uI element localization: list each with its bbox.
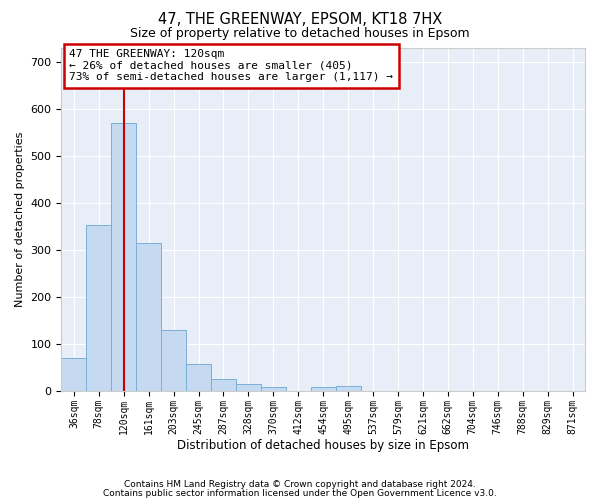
Bar [136,243,161,391]
Text: Contains public sector information licensed under the Open Government Licence v3: Contains public sector information licen… [103,488,497,498]
Text: Size of property relative to detached houses in Epsom: Size of property relative to detached ho… [130,28,470,40]
Bar [236,384,261,391]
X-axis label: Distribution of detached houses by size in Epsom: Distribution of detached houses by size … [177,440,469,452]
Bar [61,358,86,391]
Bar [161,330,186,391]
Bar [335,386,361,391]
Bar [211,380,236,391]
Text: Contains HM Land Registry data © Crown copyright and database right 2024.: Contains HM Land Registry data © Crown c… [124,480,476,489]
Text: 47 THE GREENWAY: 120sqm
← 26% of detached houses are smaller (405)
73% of semi-d: 47 THE GREENWAY: 120sqm ← 26% of detache… [69,49,393,82]
Text: 47, THE GREENWAY, EPSOM, KT18 7HX: 47, THE GREENWAY, EPSOM, KT18 7HX [158,12,442,28]
Bar [86,226,111,391]
Bar [111,123,136,391]
Bar [186,364,211,391]
Bar [261,388,286,391]
Bar [311,388,335,391]
Y-axis label: Number of detached properties: Number of detached properties [15,132,25,307]
